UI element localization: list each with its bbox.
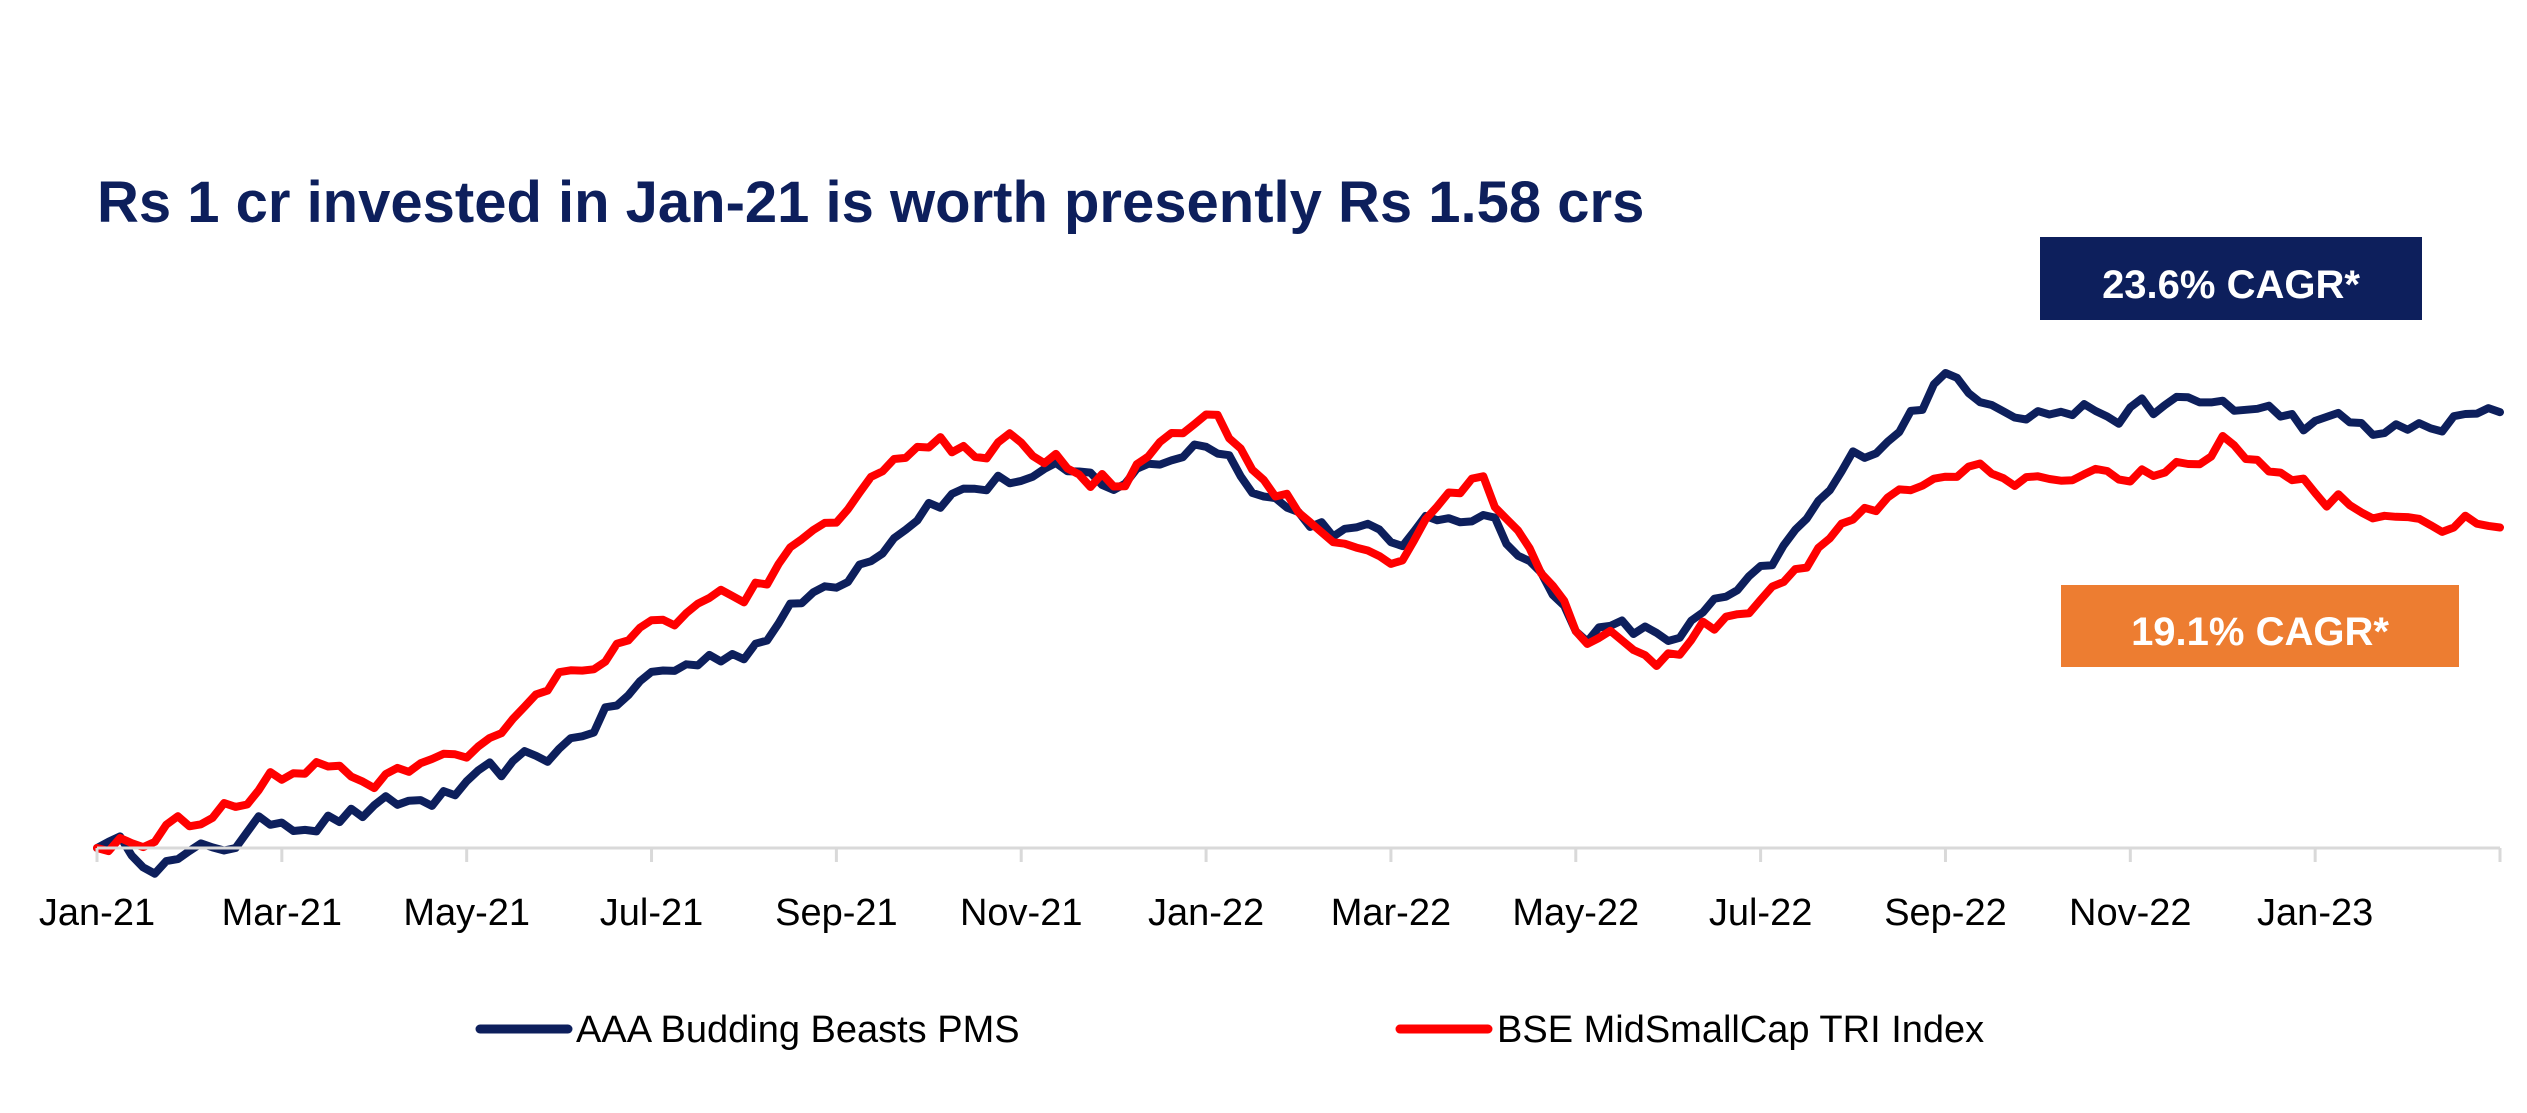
x-tick-label: Jul-22 (1709, 892, 1813, 934)
legend: AAA Budding Beasts PMS BSE MidSmallCap T… (475, 1009, 1984, 1051)
x-tick-label: May-22 (1512, 892, 1639, 934)
badge-pms-text: 23.6% CAGR* (2102, 263, 2360, 307)
badge-pms-bg (2040, 237, 2422, 320)
badge-pms: 23.6% CAGR* (2040, 237, 2422, 320)
x-tick-label: Nov-22 (2069, 892, 2192, 934)
x-tick-label: Sep-21 (775, 892, 898, 934)
x-tick-label: Mar-22 (1331, 892, 1451, 934)
x-tick-label: Jan-22 (1148, 892, 1264, 934)
x-tick-label: Jan-21 (39, 892, 155, 934)
x-tick-label: Jul-21 (600, 892, 704, 934)
x-axis-ticks: Jan-21 Mar-21 May-21 Jul-21 Sep-21 Nov-21 Jan-… (39, 848, 2502, 934)
series-line-index (93, 410, 2504, 856)
legend-label-index: BSE MidSmallCap TRI Index (1497, 1009, 1984, 1051)
badge-index-bg (2061, 585, 2459, 667)
legend-label-pms: AAA Budding Beasts PMS (576, 1009, 1020, 1051)
chart-title: Rs 1 cr invested in Jan-21 is worth pres… (97, 170, 1644, 235)
x-tick-label: Mar-21 (222, 892, 342, 934)
x-tick-label: Jan-23 (2257, 892, 2373, 934)
x-tick-label: Sep-22 (1884, 892, 2007, 934)
x-tick-label: Nov-21 (960, 892, 1083, 934)
badge-index: 19.1% CAGR* (2061, 585, 2459, 667)
badge-index-text: 19.1% CAGR* (2131, 610, 2389, 654)
x-tick-label: May-21 (403, 892, 530, 934)
series-layer (93, 369, 2504, 878)
